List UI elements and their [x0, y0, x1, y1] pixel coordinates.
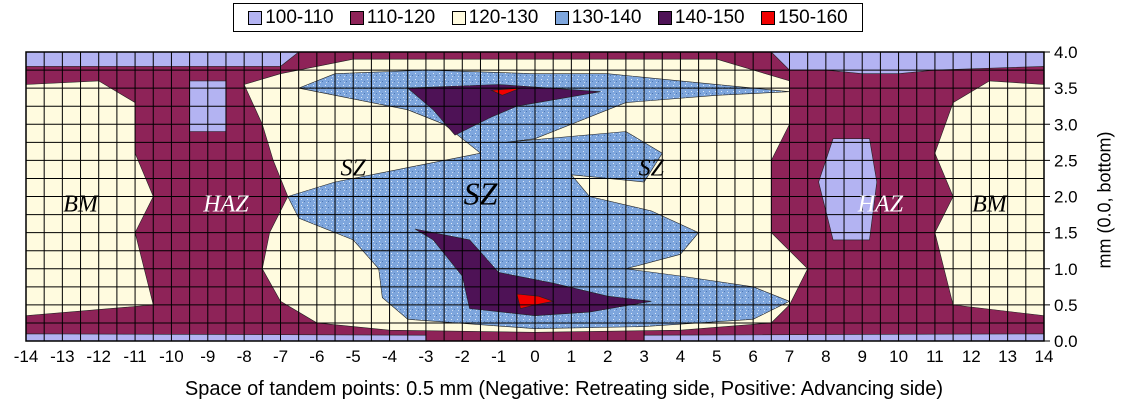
x-tick-label: 8: [821, 347, 830, 366]
x-tick-label: 0: [530, 347, 539, 366]
legend-label: 140-150: [674, 6, 745, 28]
y-tick-label: 2.0: [1054, 188, 1078, 207]
x-tick-label: -10: [159, 347, 184, 366]
legend-item: 130-140: [554, 6, 642, 29]
legend-item: 110-120: [349, 6, 436, 29]
zone-label: HAZ: [202, 192, 249, 218]
legend: 100-110 110-120 120-130 130-140 140-150 …: [233, 3, 863, 32]
x-tick-label: 7: [785, 347, 794, 366]
x-tick-label: 5: [712, 347, 721, 366]
contour-plot: -14 -13 -12 -11 -10 -9 -8 -7 -6 -5 -4 -3 -2 -1 0 1 2 3 4 5 6…: [14, 43, 1078, 366]
x-tick-label: -8: [237, 347, 252, 366]
legend-label: 110-120: [366, 6, 436, 28]
legend-swatch: [248, 10, 263, 25]
legend-item: 100-110: [248, 6, 334, 29]
zone-label: SZ: [464, 176, 499, 212]
y-axis-label: mm (0.0, bottom): [1094, 131, 1115, 269]
legend-swatch: [761, 10, 775, 25]
x-tick-label: -1: [491, 347, 506, 366]
legend-swatch: [349, 10, 364, 25]
x-tick-label: 6: [748, 347, 757, 366]
zone-label: HAZ: [857, 192, 904, 218]
legend-label: 130-140: [571, 6, 642, 28]
x-axis-label: Space of tandem points: 0.5 mm (Negative…: [184, 378, 944, 400]
x-tick-label: 14: [1035, 347, 1054, 366]
x-tick-label: -9: [200, 347, 215, 366]
x-tick-label: -6: [309, 347, 324, 366]
x-tick-label: -2: [455, 347, 470, 366]
x-tick-label: 4: [676, 347, 685, 366]
y-tick-label: 2.5: [1054, 151, 1078, 170]
x-tick-label: 10: [889, 347, 908, 366]
x-tick-label: -14: [14, 347, 39, 366]
y-tick-label: 1.5: [1054, 224, 1078, 243]
zone-label: SZ: [341, 156, 367, 182]
x-tick-label: -12: [86, 347, 111, 366]
zone-label: BM: [972, 192, 1009, 218]
x-tick-label: 1: [567, 347, 576, 366]
zone-label: SZ: [639, 156, 665, 182]
x-tick-label: 9: [857, 347, 866, 366]
legend-label: 150-160: [778, 6, 848, 28]
legend-item: 150-160: [761, 7, 848, 29]
y-tick-label: 3.0: [1054, 115, 1078, 134]
legend-swatch: [657, 10, 672, 25]
legend-item: 120-130: [451, 6, 539, 29]
x-tick-label: 11: [926, 347, 944, 366]
x-tick-label: -3: [418, 347, 433, 366]
legend-swatch: [554, 10, 569, 25]
y-tick-label: 3.5: [1054, 79, 1078, 98]
legend-swatch: [451, 10, 466, 25]
y-tick-label: 0.5: [1054, 296, 1078, 315]
legend-label: 120-130: [468, 6, 539, 28]
contour-region-140-150: [407, 84, 601, 136]
y-tick-label: 1.0: [1054, 260, 1078, 279]
x-tick-label: -7: [273, 347, 288, 366]
legend-label: 100-110: [265, 6, 334, 28]
legend-item: 140-150: [657, 6, 745, 29]
x-tick-label: -13: [50, 347, 75, 366]
x-tick-label: 3: [639, 347, 648, 366]
y-tick-label: 0.0: [1054, 332, 1078, 351]
x-tick-label: -5: [346, 347, 361, 366]
zone-label: BM: [63, 192, 100, 218]
x-tick-label: 12: [962, 347, 981, 366]
x-tick-label: 13: [998, 347, 1017, 366]
x-tick-label: -4: [382, 347, 397, 366]
x-tick-label: -11: [123, 347, 146, 366]
x-tick-label: 2: [603, 347, 612, 366]
y-tick-label: 4.0: [1054, 43, 1078, 62]
